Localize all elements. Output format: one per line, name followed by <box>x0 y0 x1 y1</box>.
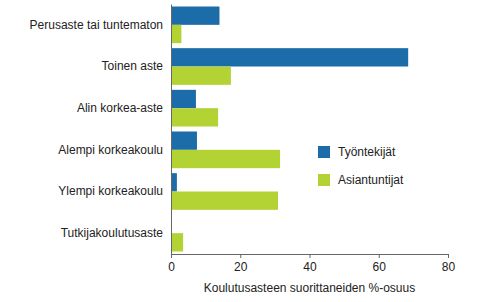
tick: 80 <box>442 254 456 274</box>
legend-swatch <box>318 174 330 186</box>
bar <box>171 192 278 210</box>
axis-line <box>171 5 172 255</box>
bars <box>171 7 408 252</box>
tick: Alempi korkeakoulu <box>58 143 171 157</box>
tick-label: Toinen aste <box>102 59 164 73</box>
legend-item: Asiantuntijat <box>318 173 404 187</box>
x-axis: 0 20 40 60 80 <box>168 254 455 274</box>
tick-mark <box>310 254 311 258</box>
tick-label: Alin korkea-aste <box>77 101 163 115</box>
tick-label: 0 <box>168 260 175 274</box>
tick-label: Ylempi korkeakoulu <box>58 184 163 198</box>
tick-label: Perusaste tai tuntematon <box>30 18 163 32</box>
tick-mark <box>379 254 380 258</box>
legend: Työntekijät Asiantuntijat <box>318 145 404 187</box>
tick: Tutkijakoulutusaste <box>61 226 171 240</box>
tick-label: Alempi korkeakoulu <box>58 143 163 157</box>
bar <box>171 48 408 66</box>
tick: 40 <box>303 254 317 274</box>
legend-item: Työntekijät <box>318 145 396 159</box>
legend-swatch <box>318 146 330 158</box>
tick-mark <box>448 254 449 258</box>
bar <box>171 233 183 251</box>
bar <box>171 7 219 25</box>
tick: Ylempi korkeakoulu <box>58 184 171 198</box>
tick-mark <box>171 254 172 258</box>
legend-label: Asiantuntijat <box>338 173 404 187</box>
bar <box>171 132 197 150</box>
tick: 0 <box>168 254 175 274</box>
tick: Perusaste tai tuntematon <box>30 18 171 32</box>
legend-label: Työntekijät <box>338 145 396 159</box>
tick: Toinen aste <box>102 59 171 73</box>
plot: 0 20 40 60 80 Perusaste tai tuntematon Toinen … <box>30 5 456 274</box>
y-axis: Perusaste tai tuntematon Toinen aste Alin … <box>30 5 172 255</box>
tick-mark <box>240 254 241 258</box>
tick-label: Tutkijakoulutusaste <box>61 226 164 240</box>
tick: Alin korkea-aste <box>77 101 171 115</box>
bar <box>171 25 181 43</box>
tick-label: 20 <box>234 260 248 274</box>
bar <box>171 150 280 168</box>
tick: 60 <box>373 254 387 274</box>
axis-title: Koulutusasteen suorittaneiden %-osuus <box>204 281 415 295</box>
bar <box>171 108 218 126</box>
axis-line <box>172 255 449 259</box>
bar <box>171 90 196 108</box>
tick: 20 <box>234 254 248 274</box>
tick-label: 40 <box>303 260 317 274</box>
tick-label: 80 <box>442 260 456 274</box>
chart: 0 20 40 60 80 Perusaste tai tuntematon Toinen … <box>0 0 491 302</box>
bar <box>171 67 231 85</box>
tick-label: 60 <box>373 260 387 274</box>
